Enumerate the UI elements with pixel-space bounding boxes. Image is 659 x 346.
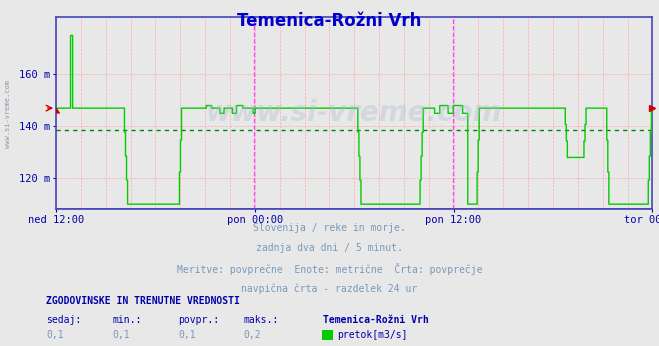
Text: ZGODOVINSKE IN TRENUTNE VREDNOSTI: ZGODOVINSKE IN TRENUTNE VREDNOSTI [46,296,240,306]
Text: Temenica-Rožni Vrh: Temenica-Rožni Vrh [237,12,422,30]
Text: Slovenija / reke in morje.: Slovenija / reke in morje. [253,223,406,233]
Text: pretok[m3/s]: pretok[m3/s] [337,330,408,340]
Text: min.:: min.: [112,315,142,325]
Text: 0,1: 0,1 [178,330,196,340]
Text: Temenica-Rožni Vrh: Temenica-Rožni Vrh [323,315,428,325]
Text: www.si-vreme.com: www.si-vreme.com [5,80,11,148]
Text: navpična črta - razdelek 24 ur: navpična črta - razdelek 24 ur [241,283,418,294]
Text: 0,1: 0,1 [112,330,130,340]
Text: 0,2: 0,2 [244,330,262,340]
Text: maks.:: maks.: [244,315,279,325]
Text: 0,1: 0,1 [46,330,64,340]
Text: sedaj:: sedaj: [46,315,81,325]
Text: zadnja dva dni / 5 minut.: zadnja dva dni / 5 minut. [256,243,403,253]
Text: www.si-vreme.com: www.si-vreme.com [206,99,502,127]
Text: povpr.:: povpr.: [178,315,219,325]
Text: Meritve: povprečne  Enote: metrične  Črta: povprečje: Meritve: povprečne Enote: metrične Črta:… [177,263,482,275]
